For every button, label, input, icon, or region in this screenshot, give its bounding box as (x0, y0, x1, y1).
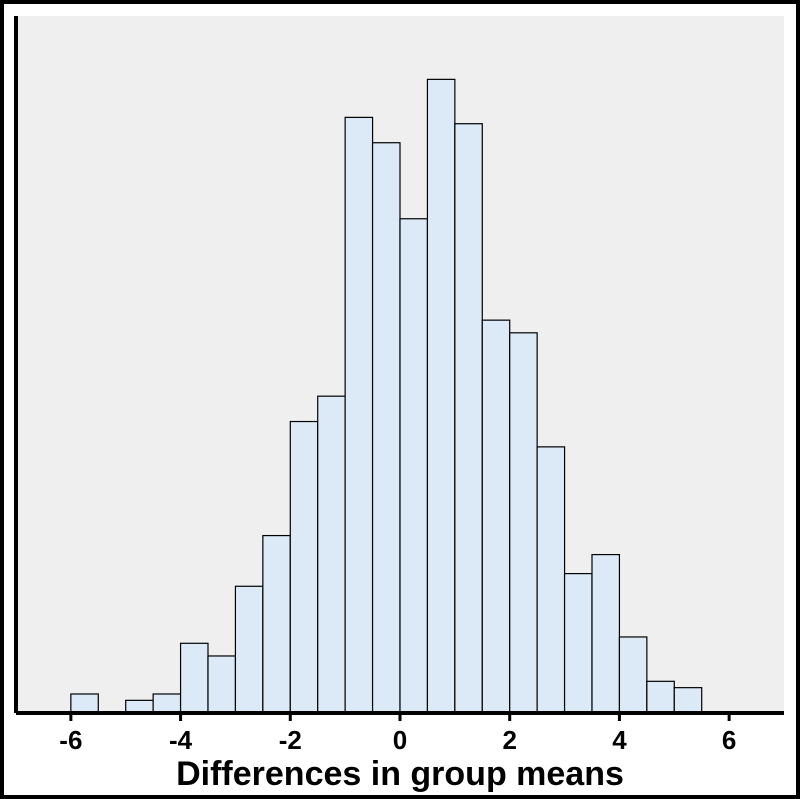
histogram-bar (263, 536, 290, 713)
histogram-bar (619, 637, 646, 713)
histogram-bar (373, 143, 400, 713)
x-tick-label: -2 (279, 725, 302, 755)
histogram-bar (345, 117, 372, 713)
x-axis-label: Differences in group means (176, 755, 624, 793)
histogram-bar (537, 447, 564, 713)
x-tick-label: -4 (169, 725, 193, 755)
histogram-bar (208, 656, 235, 713)
histogram-bar (318, 396, 345, 713)
histogram-bar (565, 574, 592, 713)
histogram-bar (510, 333, 537, 713)
histogram-bar (592, 555, 619, 713)
chart-svg: -6 -4 -2 0 2 4 6 Differences in group means (0, 0, 800, 799)
histogram-chart: -6 -4 -2 0 2 4 6 Differences in group means (0, 0, 800, 799)
histogram-bar (235, 586, 262, 713)
x-tick-label: 0 (393, 725, 407, 755)
histogram-bar (400, 219, 427, 713)
histogram-bar (674, 688, 701, 713)
histogram-bar (153, 694, 180, 713)
x-tick-label: 6 (722, 725, 736, 755)
histogram-bar (181, 643, 208, 713)
histogram-bar (290, 422, 317, 713)
histogram-bar (455, 124, 482, 713)
x-tick-label: 2 (502, 725, 516, 755)
histogram-bar (427, 79, 454, 713)
histogram-bar (71, 694, 98, 713)
x-tick-label: 4 (612, 725, 627, 755)
histogram-bar (647, 681, 674, 713)
histogram-bar (482, 320, 509, 713)
x-tick-label: -6 (59, 725, 82, 755)
